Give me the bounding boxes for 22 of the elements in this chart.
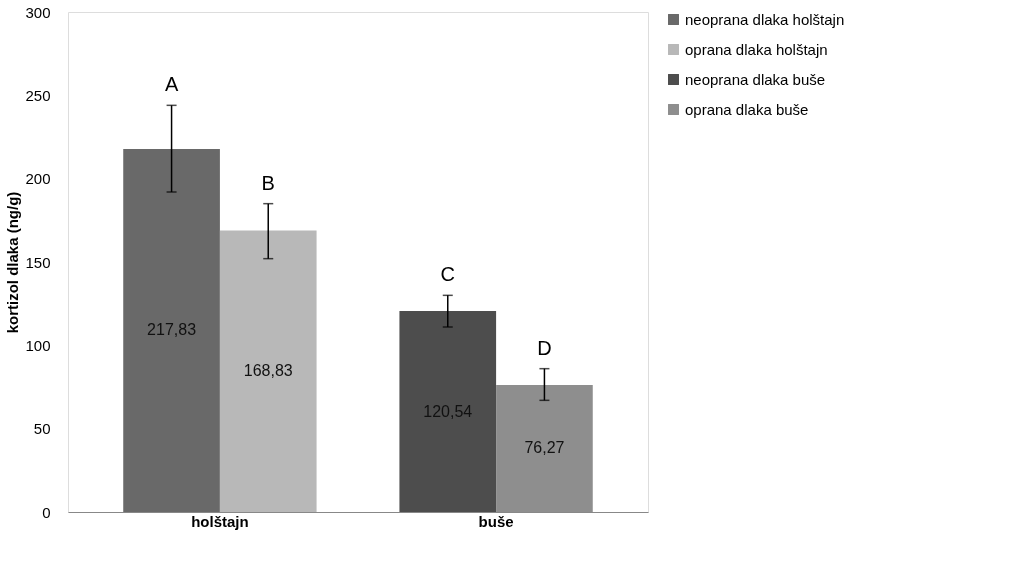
- data-label: 217,83: [147, 321, 197, 339]
- y-tick-label: 150: [25, 253, 51, 271]
- annotation: A: [164, 73, 179, 96]
- y-tick-label: 300: [25, 3, 51, 21]
- data-label: 168,83: [243, 362, 293, 380]
- x-tick-label: buše: [478, 512, 514, 530]
- legend-label: oprana dlaka buše: [685, 100, 809, 118]
- data-label: 76,27: [524, 439, 565, 457]
- annotation: D: [537, 336, 552, 359]
- y-axis-title: kortizol dlaka (ng/g): [4, 191, 22, 334]
- y-tick-label: 0: [42, 503, 51, 521]
- annotation: C: [440, 263, 455, 286]
- legend-label: neoprana dlaka holštajn: [685, 10, 845, 28]
- y-tick-label: 200: [25, 170, 51, 188]
- annotation: B: [261, 171, 275, 194]
- legend-label: neoprana dlaka buše: [685, 70, 826, 88]
- y-tick-label: 250: [25, 86, 51, 104]
- data-label: 120,54: [423, 402, 473, 420]
- legend-label: oprana dlaka holštajn: [685, 40, 828, 58]
- y-tick-label: 100: [25, 336, 51, 354]
- x-tick-label: holštajn: [191, 512, 249, 530]
- y-tick-label: 50: [33, 420, 51, 438]
